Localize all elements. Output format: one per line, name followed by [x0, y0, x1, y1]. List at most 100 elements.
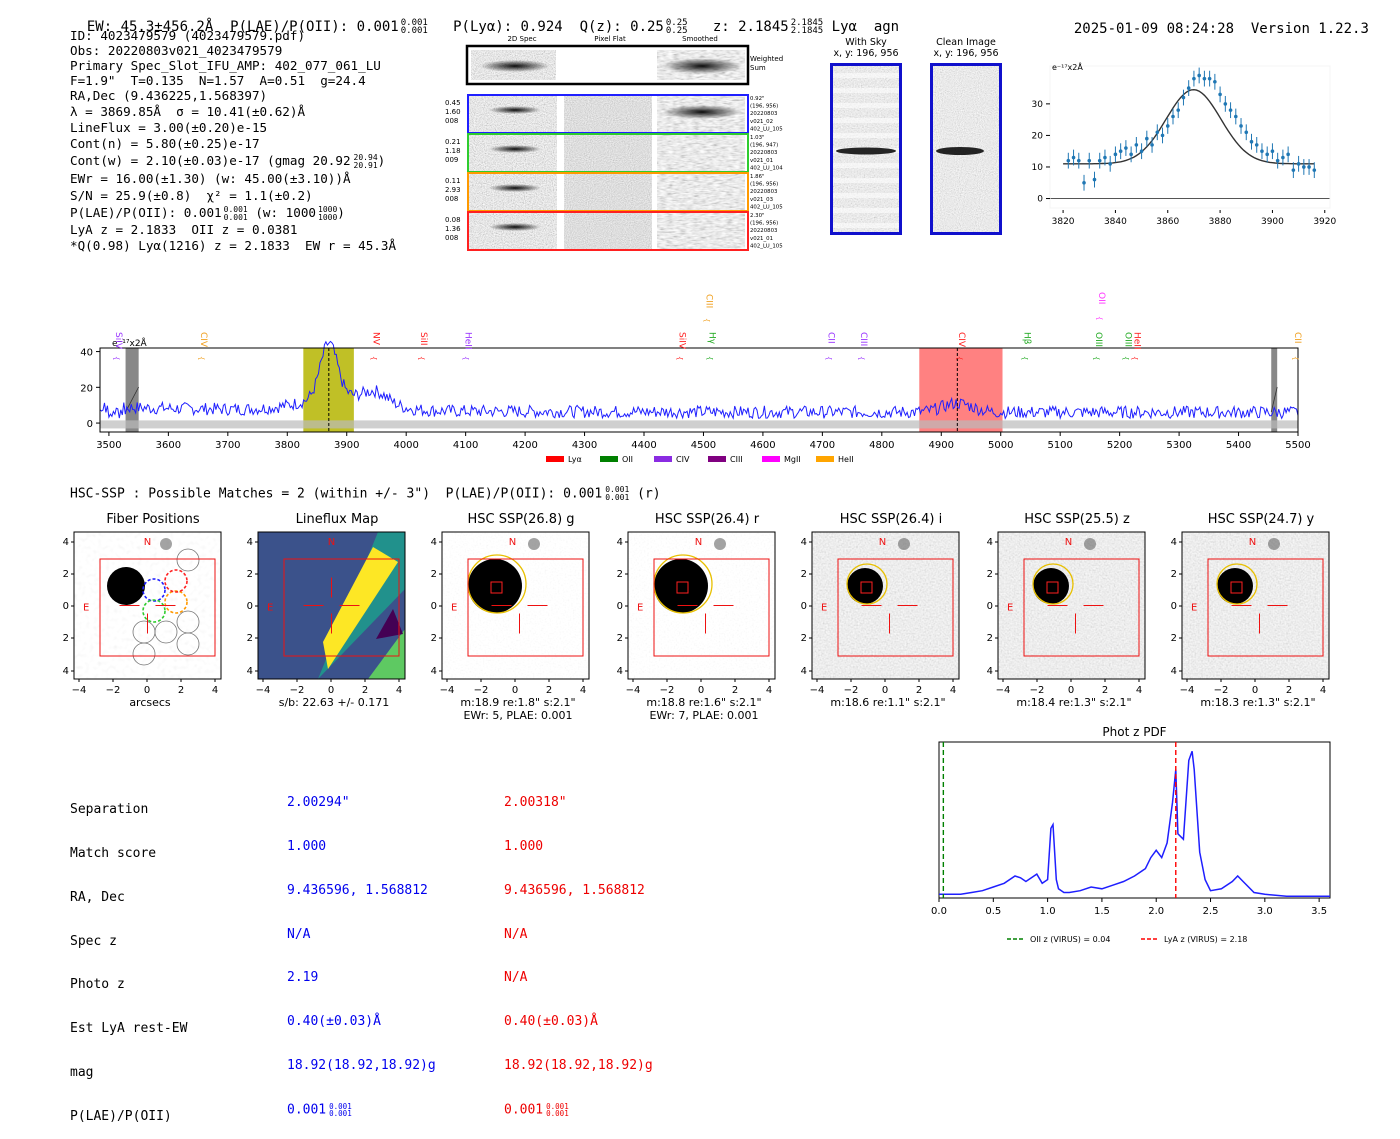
- row-right-label: 402_LU_104: [750, 165, 783, 171]
- row-left-label: 0.45: [445, 99, 461, 107]
- cutout-image: N E −4 −2 0 2 4 4 2 0 −2 −4: [1170, 531, 1330, 696]
- spec-y-tick-label: 0: [87, 419, 93, 430]
- zoom-point: [1186, 86, 1191, 90]
- row-left-label: 1.60: [445, 108, 461, 116]
- line-brace: {: [1095, 316, 1103, 320]
- line-brace: {: [112, 356, 120, 360]
- legend-swatch: [816, 456, 834, 462]
- fiber-circle: [142, 578, 166, 602]
- row-left-label: 009: [445, 156, 458, 164]
- row-frame: [467, 211, 749, 251]
- label-radec: RA, Dec: [70, 889, 125, 905]
- zoom-point: [1207, 76, 1212, 81]
- cutout-noise: [998, 532, 1145, 679]
- full-spectrum-chart: 3500 3600 3700 3800 3900 4000 4100 4200 4300 4400…: [80, 292, 1310, 464]
- sky-source: [836, 147, 896, 155]
- cutout-noise: [1182, 532, 1329, 679]
- col2-ew: 0.40(±0.03)Å: [504, 1014, 598, 1030]
- sky-band: [831, 163, 901, 168]
- zoom-point: [1312, 168, 1317, 172]
- source-blob: [847, 568, 883, 604]
- cutout-y-tick-label: 4: [1171, 537, 1177, 548]
- row-smoothed: [657, 173, 745, 210]
- east-label: E: [83, 603, 89, 614]
- qz-value: Q(z): 0.25: [579, 19, 664, 35]
- cutout-title: HSC SSP(25.5) z: [1024, 512, 1130, 527]
- fiber-circle: [142, 599, 166, 623]
- neighbor-blob: [1084, 538, 1096, 550]
- cutout-caption-2: EWr: 5, PLAE: 0.001: [463, 709, 573, 722]
- row-right-label: 0.92": [750, 96, 764, 102]
- cutout-x-tick-label: −2: [290, 685, 305, 696]
- cutout-x-tick-label: 2: [546, 685, 552, 696]
- cutout-x-tick-label: −2: [1030, 685, 1045, 696]
- cutout-x-tick-label: 2: [1286, 685, 1292, 696]
- cutout-x-tick-label: 0: [882, 685, 888, 696]
- zoom-point: [1239, 124, 1243, 128]
- row-pixelflat: [564, 134, 652, 171]
- line-brace: {: [705, 356, 713, 360]
- zoom-y-tick-label: 30: [1032, 100, 1044, 110]
- spec-x-tick-label: 5500: [1285, 440, 1310, 451]
- line-brace: {: [1021, 356, 1029, 360]
- zoom-point: [1218, 92, 1222, 97]
- spec-x-tick-label: 4400: [631, 440, 656, 451]
- qz-sup: 0.25: [665, 18, 688, 28]
- z-sub: 2.1845: [790, 26, 824, 36]
- cutout-image: N E −4 −2 0 2 4 4 2 0 −2 −4: [430, 531, 590, 696]
- cutout-x-tick-label: 0: [512, 685, 518, 696]
- extraction-box: [99, 558, 216, 657]
- plae-text: P(LAE)/P(OII): 0.001: [70, 205, 222, 220]
- cutout-image: N E −4 −2 0 2 4 4 2 0 −2 −4: [800, 531, 960, 696]
- cutout-image: N E −4 −2 0 2 4 4 2 0 −2 −4: [246, 531, 406, 696]
- neighbor-blob: [898, 538, 910, 550]
- line-brace: {: [824, 356, 832, 360]
- fiber-circle-grey: [176, 548, 200, 572]
- row-smoothed: [657, 212, 745, 249]
- sky-frame: [830, 63, 902, 235]
- spec-x-tick-label: 5300: [1166, 440, 1191, 451]
- row-left-label: 008: [445, 234, 458, 242]
- line-label: OII: [1096, 292, 1106, 304]
- weighted-label-1: Weighted: [750, 55, 783, 63]
- cutout-x-tick-label: 4: [950, 685, 956, 696]
- mask-hatch: [1270, 386, 1278, 413]
- zoom-unit: e⁻¹⁷x2Å: [1052, 61, 1083, 72]
- label-photoz: Photo z: [70, 977, 125, 993]
- zoom-point: [1260, 149, 1264, 153]
- cutout-x-tick-label: −2: [1214, 685, 1229, 696]
- zoom-point: [1228, 108, 1233, 112]
- sky-band: [831, 223, 901, 228]
- clean-label: Clean Image: [936, 37, 996, 48]
- fiber-circle-grey: [176, 632, 200, 656]
- info-radec: RA,Dec (9.436225,1.568397): [70, 88, 268, 103]
- hsc-sub: 0.001: [605, 493, 630, 502]
- cutout-y-tick-label: 2: [431, 569, 437, 580]
- col2-radec: 9.436596, 1.568812: [504, 882, 645, 898]
- catalog-marker: [676, 581, 689, 594]
- aperture-ellipse: [1216, 563, 1258, 605]
- info-contn: Cont(n) = 5.80(±0.25)e-17: [70, 136, 260, 151]
- photz-x-tick-label: 3.5: [1311, 906, 1327, 917]
- gmag-sub: 20.91: [353, 160, 378, 170]
- row-left-label: 0.21: [445, 138, 461, 146]
- aperture-ellipse: [1032, 563, 1074, 605]
- line-brace: {: [955, 356, 963, 360]
- zoom-y-tick-label: 20: [1032, 131, 1044, 141]
- line-label: CIII: [858, 332, 868, 346]
- spec-x-tick-label: 4700: [810, 440, 835, 451]
- spec2d-panel: 2D Spec Pixel Flat Smoothed Weighted Sum…: [445, 35, 783, 251]
- cutout-y-tick-label: 0: [431, 601, 437, 612]
- row-2d-blob: [489, 184, 541, 192]
- with-sky-title: With Sky x, y: 196, 956: [826, 37, 906, 59]
- cutout-y-tick-label: −4: [986, 666, 993, 677]
- cutout-y-tick-label: 4: [63, 537, 69, 548]
- zoom-point: [1139, 149, 1144, 153]
- cutout-image: N E −4 −2 0 2 4 4 2 0 −2 −4: [62, 531, 222, 696]
- zoom-point: [1118, 149, 1123, 153]
- cutout-y-tick-label: 0: [801, 601, 807, 612]
- cutout-x-tick-label: −2: [106, 685, 121, 696]
- row-right-label: 20220803: [750, 111, 777, 117]
- row-left-label: 0.08: [445, 216, 461, 224]
